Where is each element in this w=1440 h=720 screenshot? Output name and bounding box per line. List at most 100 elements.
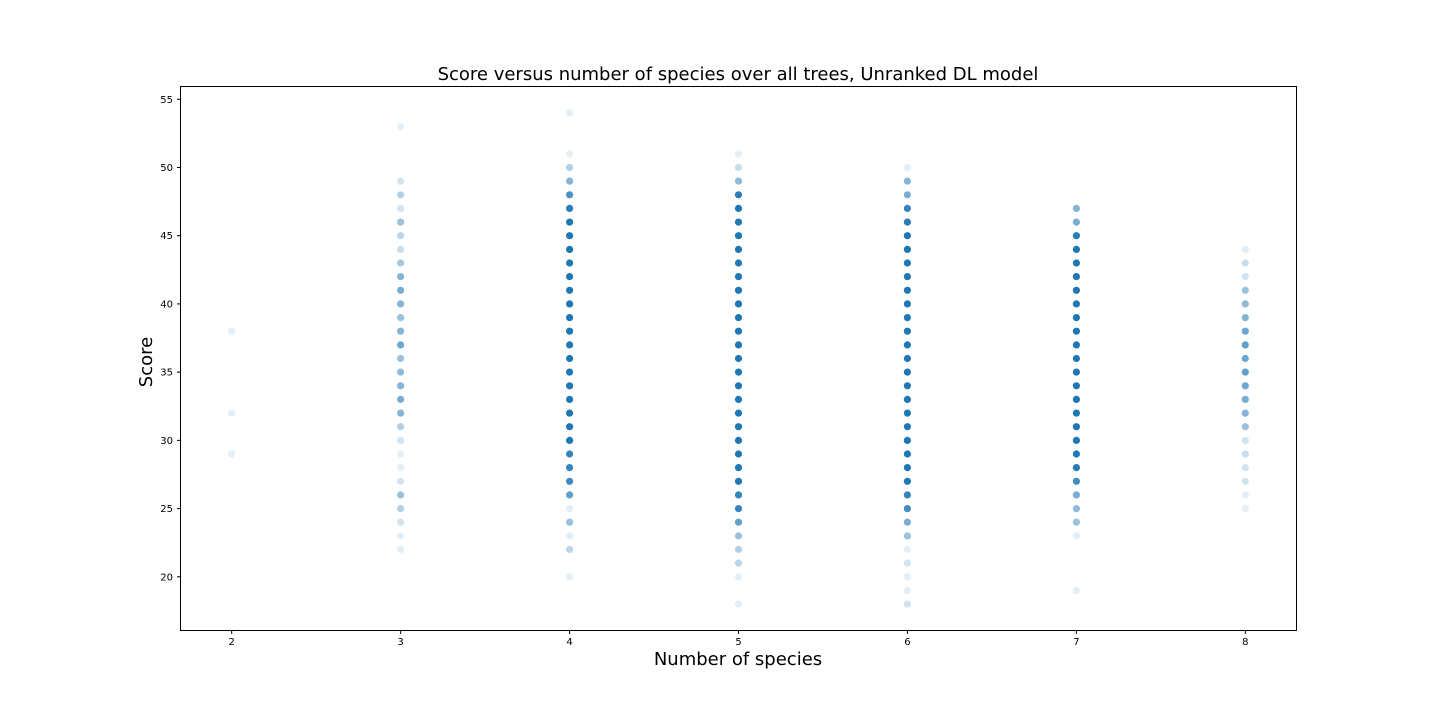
y-tick-label: 40	[160, 299, 173, 310]
data-point	[397, 368, 405, 376]
data-point	[903, 327, 912, 335]
data-point	[566, 232, 574, 240]
data-point	[397, 423, 405, 431]
data-point	[903, 491, 912, 499]
data-point	[1241, 314, 1249, 322]
data-point	[566, 423, 574, 431]
x-tick-label: 8	[1242, 637, 1248, 648]
data-point	[566, 518, 574, 526]
data-point	[397, 232, 405, 240]
data-point	[397, 273, 405, 281]
data-point	[734, 341, 743, 349]
data-point	[1072, 273, 1080, 281]
data-point	[1241, 286, 1249, 294]
data-point	[734, 273, 743, 281]
data-point	[1072, 532, 1080, 540]
data-point	[734, 518, 743, 526]
data-point	[228, 327, 236, 335]
data-point	[566, 218, 574, 226]
data-point	[566, 545, 574, 554]
x-tick-label: 7	[1073, 637, 1079, 648]
data-point	[1241, 423, 1249, 431]
data-point	[734, 573, 743, 581]
x-axis-label: Number of species	[654, 649, 822, 670]
data-point	[903, 505, 912, 513]
data-point	[1241, 505, 1249, 513]
y-tick-label: 50	[160, 163, 173, 174]
x-tick-label: 6	[904, 637, 910, 648]
data-point	[1241, 491, 1249, 499]
data-point	[1072, 505, 1080, 513]
data-point	[397, 286, 405, 294]
data-point	[566, 204, 574, 212]
data-point	[1072, 354, 1080, 363]
data-point	[566, 505, 574, 513]
x-tick-label: 3	[397, 637, 403, 648]
data-point	[228, 409, 236, 417]
data-point	[566, 300, 574, 308]
data-point	[566, 150, 574, 158]
data-point	[1241, 464, 1249, 472]
data-point	[1072, 245, 1080, 253]
data-point	[566, 259, 574, 267]
data-point	[734, 559, 743, 567]
y-axis-label: Score	[136, 337, 157, 387]
x-tick-label: 2	[228, 637, 234, 648]
points-layer	[228, 109, 1249, 608]
data-point	[903, 423, 912, 431]
data-point	[1072, 286, 1080, 294]
data-point	[566, 464, 574, 472]
data-point	[1072, 436, 1080, 444]
data-point	[1241, 477, 1249, 485]
data-point	[1072, 259, 1080, 267]
data-point	[1072, 586, 1080, 595]
data-point	[1241, 327, 1249, 335]
data-point	[397, 259, 405, 267]
data-point	[734, 409, 743, 417]
data-point	[1241, 368, 1249, 376]
data-point	[734, 150, 743, 158]
data-point	[734, 259, 743, 267]
data-point	[903, 573, 912, 581]
data-point	[397, 218, 405, 226]
data-point	[1072, 464, 1080, 472]
data-point	[734, 300, 743, 308]
data-point	[734, 368, 743, 376]
data-point	[734, 327, 743, 335]
data-point	[566, 450, 574, 458]
data-point	[397, 341, 405, 349]
data-point	[1072, 218, 1080, 226]
data-point	[1241, 409, 1249, 417]
data-point	[903, 245, 912, 253]
data-point	[1241, 273, 1249, 281]
data-point	[734, 204, 743, 212]
data-point	[1072, 518, 1080, 526]
data-point	[734, 354, 743, 363]
data-point	[397, 545, 405, 554]
data-point	[397, 123, 405, 131]
data-point	[566, 191, 574, 199]
data-point	[566, 245, 574, 253]
data-point	[903, 518, 912, 526]
data-point	[397, 409, 405, 417]
data-point	[1072, 409, 1080, 417]
data-point	[734, 286, 743, 294]
y-tick-label: 30	[160, 436, 173, 447]
data-point	[397, 505, 405, 513]
data-point	[397, 450, 405, 458]
data-point	[397, 464, 405, 472]
data-point	[1241, 300, 1249, 308]
data-point	[566, 368, 574, 376]
x-tick-label: 5	[735, 637, 741, 648]
data-point	[734, 450, 743, 458]
data-point	[734, 545, 743, 554]
data-point	[903, 259, 912, 267]
data-point	[566, 573, 574, 581]
data-point	[566, 341, 574, 349]
data-point	[1072, 395, 1080, 403]
data-point	[1072, 314, 1080, 322]
data-point	[903, 286, 912, 294]
data-point	[903, 218, 912, 226]
data-point	[397, 314, 405, 322]
